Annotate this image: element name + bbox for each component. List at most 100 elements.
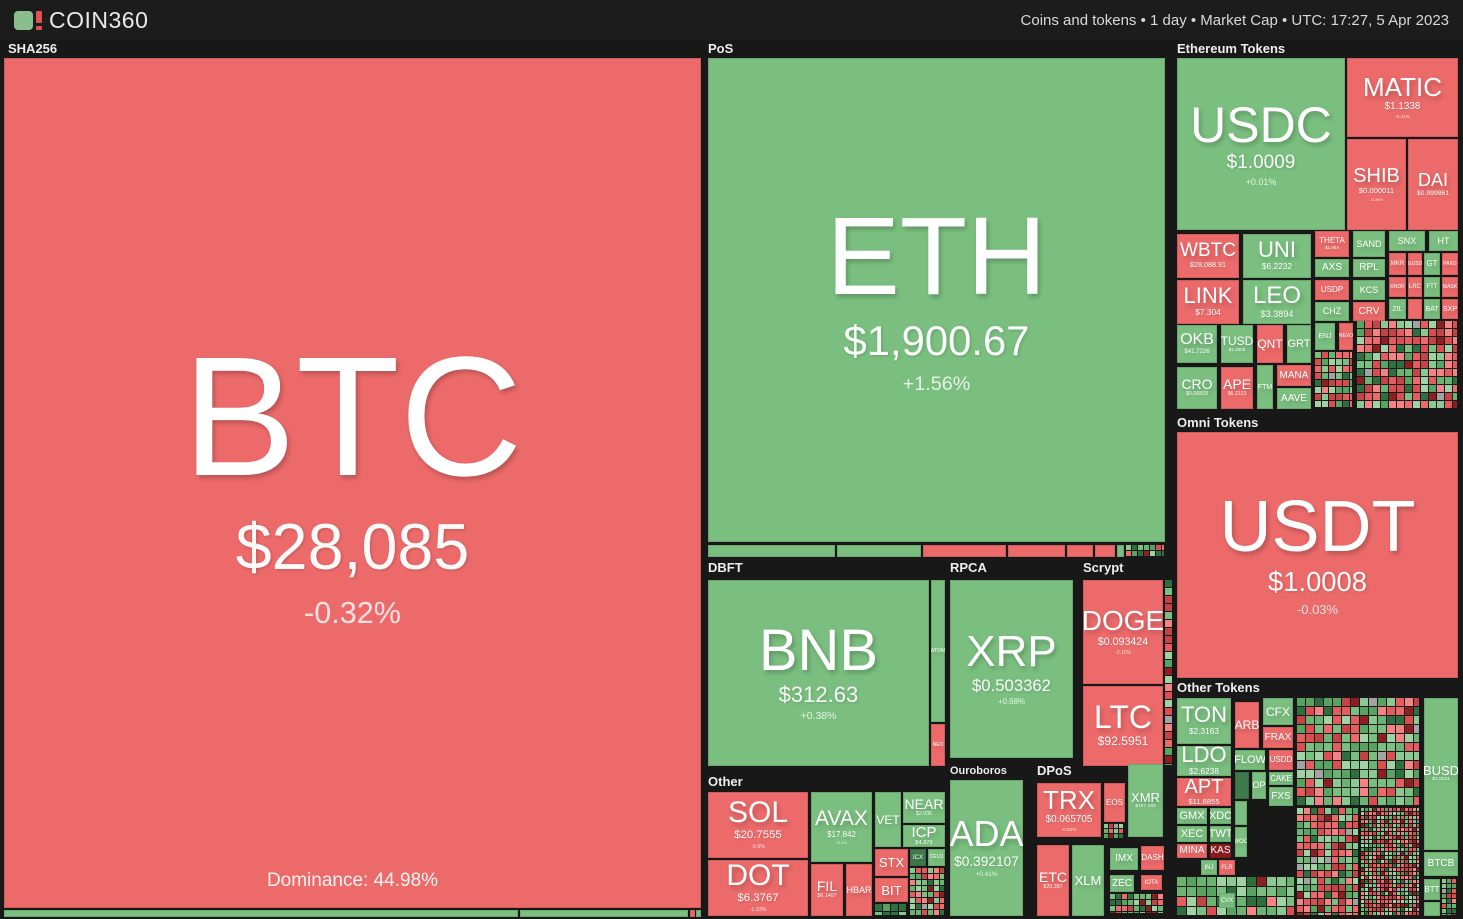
tile-ape[interactable]: APE $6.2113 xyxy=(1221,367,1253,409)
tile-unlabeled[interactable] xyxy=(520,910,688,917)
tile-unlabeled[interactable] xyxy=(1235,772,1249,799)
tile-icx[interactable]: ICX xyxy=(910,849,926,866)
tile-etc[interactable]: ETC $20.397 xyxy=(1037,845,1069,916)
tile-link[interactable]: LINK $7.304 xyxy=(1177,280,1239,324)
tile-unlabeled[interactable] xyxy=(4,910,518,917)
tile-woo[interactable]: WOO xyxy=(1235,827,1247,857)
tile-unlabeled[interactable] xyxy=(1408,299,1422,319)
tile-okb[interactable]: OKB $41.7226 xyxy=(1177,325,1217,363)
tile-zil[interactable]: ZIL xyxy=(1389,299,1406,319)
tile-unlabeled[interactable] xyxy=(1095,545,1115,557)
tile-flow[interactable]: FLOW xyxy=(1235,750,1265,770)
tile-ftm[interactable]: FTM xyxy=(1257,365,1273,409)
tile-mask[interactable]: MASK xyxy=(1442,277,1458,297)
tile-apt[interactable]: APT $11.6855 xyxy=(1177,778,1231,806)
tile-avax[interactable]: AVAX $17.842 +2.1% xyxy=(811,792,872,862)
tile-tusd[interactable]: TUSD $1.0008 xyxy=(1221,325,1253,363)
tile-lrc[interactable]: LRC xyxy=(1408,277,1422,297)
tile-cro[interactable]: CRO $0.06828 xyxy=(1177,367,1217,409)
view-settings-summary[interactable]: Coins and tokens • 1 day • Market Cap • … xyxy=(1020,11,1449,29)
tile-enj[interactable]: ENJ xyxy=(1315,323,1335,350)
tile-unlabeled[interactable] xyxy=(923,545,1006,557)
tile-matic[interactable]: MATIC $1.1338 -0.41% xyxy=(1347,58,1458,137)
tile-gusd[interactable]: GUSD xyxy=(1408,253,1422,275)
tile-eos[interactable]: EOS xyxy=(1104,783,1125,822)
tile-axs[interactable]: AXS xyxy=(1315,259,1349,277)
tile-unlabeled[interactable] xyxy=(1067,545,1093,557)
tile-btc[interactable]: BTC $28,085 -0.32% Dominance: 44.98% xyxy=(4,58,701,908)
tile-op[interactable]: OP xyxy=(1252,772,1266,799)
tile-aave[interactable]: AAVE xyxy=(1277,388,1311,409)
tile-icp[interactable]: ICP $4.979 xyxy=(903,825,945,847)
tile-zec[interactable]: ZEC xyxy=(1110,875,1134,892)
tile-wbtc[interactable]: WBTC $28,088.91 xyxy=(1177,234,1239,278)
tile-vet[interactable]: VET xyxy=(875,792,901,847)
tile-mana[interactable]: MANA xyxy=(1277,365,1311,386)
tile-fil[interactable]: FIL $6.1407 xyxy=(811,864,843,916)
tile-kas[interactable]: KAS xyxy=(1210,844,1231,858)
tile-snx[interactable]: SNX xyxy=(1389,231,1425,251)
tile-dash[interactable]: DASH xyxy=(1141,846,1164,870)
tile-hbar[interactable]: HBAR xyxy=(846,864,872,916)
tile-nexo[interactable]: NEXO xyxy=(1339,323,1353,350)
tile-usdp[interactable]: USDP xyxy=(1315,280,1349,300)
tile-dai[interactable]: DAI $0.999861 xyxy=(1408,139,1458,230)
tile-theta[interactable]: THETA $1.084 xyxy=(1315,231,1349,257)
tile-mkr[interactable]: MKR xyxy=(1389,253,1406,275)
tile-cvx[interactable]: CVX xyxy=(1219,893,1235,908)
tile-bat[interactable]: BAT xyxy=(1424,299,1440,319)
tile-btcb[interactable]: BTCB xyxy=(1424,852,1458,876)
tile-doge[interactable]: DOGE $0.093424 -2.11% xyxy=(1083,580,1163,684)
tile-gmx[interactable]: GMX xyxy=(1177,808,1207,824)
tile-unlabeled[interactable] xyxy=(708,545,835,557)
tile-dot[interactable]: DOT $6.3767 -1.33% xyxy=(708,860,808,916)
tile-celo[interactable]: CELO xyxy=(928,849,945,866)
tile-imx[interactable]: IMX xyxy=(1110,848,1138,870)
tile-xec[interactable]: XEC xyxy=(1177,826,1207,842)
tile-paxg[interactable]: PAXG xyxy=(1442,253,1458,275)
tile-cake[interactable]: CAKE xyxy=(1269,772,1293,785)
tile-xrp[interactable]: XRP $0.503362 +0.68% xyxy=(950,580,1073,758)
tile-twt[interactable]: TWT xyxy=(1210,826,1231,842)
tile-flr[interactable]: FLR xyxy=(1219,860,1235,875)
tile-ltc[interactable]: LTC $92.5951 xyxy=(1083,686,1163,766)
tile-btt[interactable]: BTT xyxy=(1424,879,1440,900)
tile-arb[interactable]: ARB xyxy=(1235,702,1259,748)
brand[interactable]: COIN360 xyxy=(14,7,148,34)
tile-gt[interactable]: GT xyxy=(1424,253,1440,275)
tile-trx[interactable]: TRX $0.065705 -0.62% xyxy=(1037,783,1101,837)
tile-ht[interactable]: HT xyxy=(1429,231,1458,251)
tile-ada[interactable]: ADA $0.392107 +0.41% xyxy=(950,780,1023,916)
tile-stx[interactable]: STX xyxy=(875,849,908,876)
tile-sand[interactable]: SAND xyxy=(1353,231,1385,257)
tile-chz[interactable]: CHZ xyxy=(1315,302,1349,321)
tile-bit[interactable]: BIT xyxy=(875,878,908,902)
tile-rndr[interactable]: RNDR xyxy=(1389,277,1406,297)
tile-unlabeled[interactable] xyxy=(837,545,921,557)
tile-sol[interactable]: SOL $20.7555 -0.9% xyxy=(708,792,808,858)
tile-ldo[interactable]: LDO $2.6238 xyxy=(1177,746,1231,776)
tile-unlabeled[interactable] xyxy=(1235,801,1247,825)
tile-unlabeled[interactable] xyxy=(696,910,701,917)
tile-bnb[interactable]: BNB $312.63 +0.38% xyxy=(708,580,929,766)
tile-unlabeled[interactable] xyxy=(1424,902,1440,916)
tile-rpl[interactable]: RPL xyxy=(1353,259,1385,277)
tile-inj[interactable]: INJ xyxy=(1201,860,1217,875)
tile-unlabeled[interactable] xyxy=(1117,545,1124,557)
tile-busd[interactable]: BUSD $1.0011 xyxy=(1424,698,1458,850)
tile-crv[interactable]: CRV xyxy=(1353,302,1385,321)
tile-iota[interactable]: IOTA xyxy=(1141,875,1162,890)
tile-xlm[interactable]: XLM xyxy=(1072,845,1104,916)
tile-usdc[interactable]: USDC $1.0009 +0.01% xyxy=(1177,58,1345,230)
tile-frax[interactable]: FRAX xyxy=(1263,727,1293,748)
tile-leo[interactable]: LEO $3.3894 xyxy=(1243,280,1311,324)
tile-qnt[interactable]: QNT xyxy=(1257,325,1283,363)
tile-fxs[interactable]: FXS xyxy=(1269,787,1293,806)
tile-unlabeled[interactable] xyxy=(1008,545,1065,557)
tile-uni[interactable]: UNI $6.2232 xyxy=(1243,234,1311,278)
tile-grt[interactable]: GRT xyxy=(1287,325,1311,363)
tile-usdt[interactable]: USDT $1.0008 -0.03% xyxy=(1177,432,1458,678)
tile-sxp[interactable]: SXP xyxy=(1442,299,1458,319)
tile-neo[interactable]: NEO xyxy=(931,724,945,766)
tile-near[interactable]: NEAR $2.036 xyxy=(903,792,945,823)
